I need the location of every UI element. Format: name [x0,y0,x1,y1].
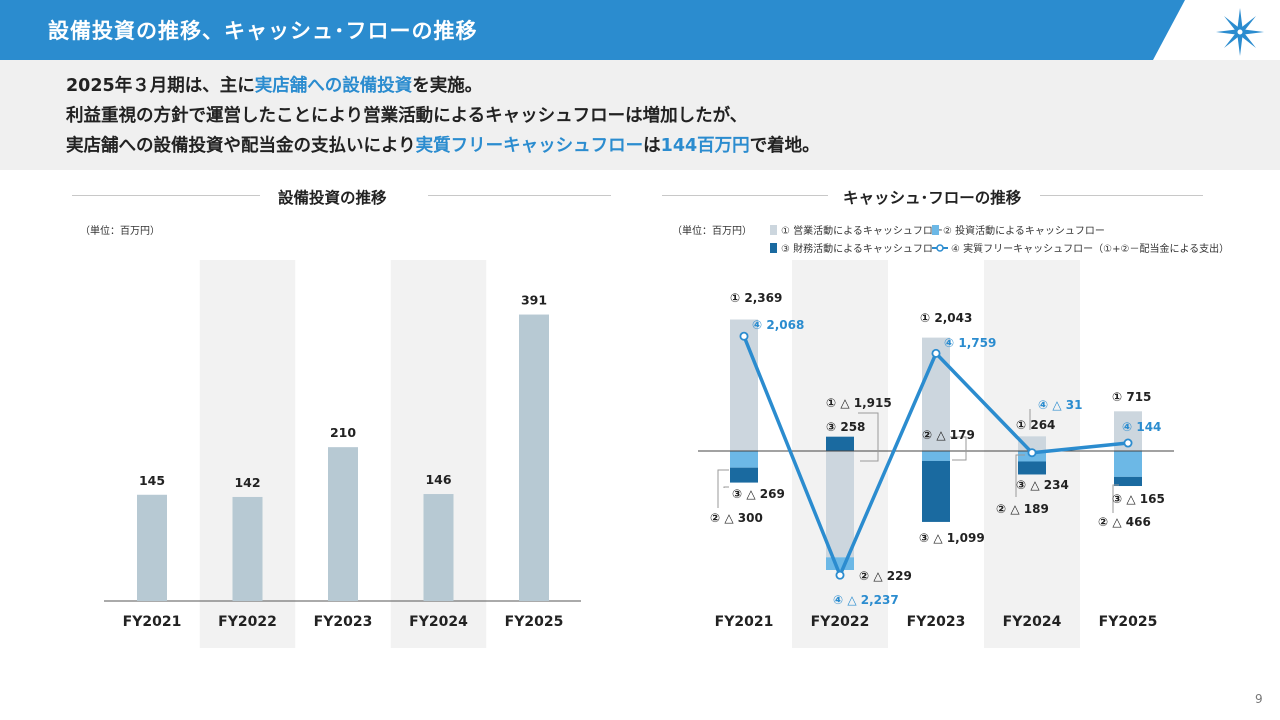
summary-text: 利益重視の方針で運営したことにより営業活動によるキャッシュフローは増加したが、 [66,106,748,126]
data-label: ③ △ 1,099 [919,531,985,545]
right-section-rule-left [662,195,828,196]
left-unit-label: （単位：百万円） [80,226,160,237]
summary-text: 実店舗への設備投資や配当金の支払いにより [66,136,416,156]
page-title: 設備投資の推移、キャッシュ･フローの推移 [48,19,478,43]
data-label: ② △ 466 [1098,515,1151,529]
legend-swatch-operating [770,225,777,235]
summary-text: で着地。 [749,136,820,156]
bar [232,496,263,601]
left-section-rule-right [428,195,611,196]
leader-line [858,412,879,462]
data-label: 391 [521,293,547,308]
data-label: ③ △ 234 [1016,478,1069,492]
right-section-title: キャッシュ･フローの推移 [843,189,1022,207]
summary-text: 2025年３月期は、主に [66,76,255,96]
fcf-point [835,570,845,580]
x-tick-label: FY2022 [811,614,870,630]
legend-item-real-fcf: ④ 実質フリーキャッシュフロー（①+②－配当金による支出） [932,240,1229,255]
left-section-rule-left [72,195,260,196]
bar-financing [1018,461,1046,475]
x-tick-label: FY2021 [715,614,774,630]
summary-highlight: 144百万円 [660,136,750,156]
data-label: 146 [425,472,451,487]
data-label: 142 [234,475,260,490]
data-label: ② △ 300 [710,511,763,525]
summary-panel: 2025年３月期は、主に実店舗への設備投資を実施。 利益重視の方針で運営したこと… [0,60,1280,170]
fcf-data-label: ④ △ 31 [1038,398,1082,412]
bar-financing [730,467,758,483]
x-tick-label: FY2023 [907,614,966,630]
summary-line-2: 利益重視の方針で運営したことにより営業活動によるキャッシュフローは増加したが、 [66,102,747,127]
right-unit-label: （単位：百万円） [672,226,752,237]
bar-financing [922,460,950,522]
x-tick-label: FY2024 [1003,614,1062,630]
bar-operating [730,319,758,451]
data-label: ③ 258 [826,420,865,434]
fcf-data-label: ④ △ 2,237 [833,593,899,607]
fcf-point [1027,448,1037,458]
bar-investing [730,451,758,468]
legend-swatch-investing [932,225,939,235]
bar [519,314,549,601]
fcf-data-label: ④ 1,759 [944,336,996,350]
bar-investing [1114,451,1142,477]
bar-operating [826,451,854,558]
title-bar [0,0,1185,60]
data-label: 145 [139,473,165,488]
summary-line-3: 実店舗への設備投資や配当金の支払いにより実質フリーキャッシュフローは144百万円… [66,132,820,157]
data-label: ③ △ 269 [732,487,785,501]
left-section-title: 設備投資の推移 [278,189,387,207]
summary-text: を実施。 [412,76,483,96]
x-tick-label: FY2023 [314,614,373,630]
legend-swatch-financing [770,243,777,253]
fcf-data-label: ④ 2,068 [752,318,804,332]
x-tick-label: FY2021 [123,614,182,630]
data-label: ② △ 179 [922,428,975,442]
data-label: ② △ 229 [859,569,912,583]
summary-line-1: 2025年３月期は、主に実店舗への設備投資を実施。 [66,72,482,97]
x-tick-label: FY2025 [1099,614,1158,630]
leader-line [950,436,967,461]
capex-chart: 145 FY2021 142 FY2022 210 FY2023 146 FY2024 391 F… [104,260,581,648]
x-tick-label: FY2022 [218,614,277,630]
page-number: 9 [1255,692,1263,706]
bar [328,447,358,601]
legend-line-marker-icon [932,244,948,252]
data-label: ② △ 189 [996,502,1049,516]
data-label: ① 2,043 [920,311,972,325]
fcf-point [931,348,941,358]
data-label: ① 264 [1016,418,1055,432]
legend-item-financing: ③ 財務活動によるキャッシュフロー [770,240,943,255]
data-label: ① 715 [1112,390,1151,404]
bar [137,494,167,601]
leader-line [1015,454,1025,497]
bar-investing [826,557,854,570]
legend-item-investing: ② 投資活動によるキャッシュフロー [932,222,1105,237]
x-tick-label: FY2024 [409,614,468,630]
bar-financing [826,436,854,451]
cashflow-chart: ① 2,369 ④ 2,068 ③ △ 269 ② △ 300 ① △ 1,915 ③ 2… [698,260,1174,648]
summary-highlight: 実店舗への設備投資 [254,76,413,96]
leader-line [717,469,729,508]
bar [423,494,454,601]
legend-item-operating: ① 営業活動によるキャッシュフロー [770,222,943,237]
x-tick-label: FY2025 [505,614,564,630]
data-label: ① 2,369 [730,291,782,305]
fcf-point [739,331,749,341]
summary-text: は [643,136,661,156]
leader-line [723,486,729,488]
fcf-point [1123,438,1133,448]
data-label: ③ △ 165 [1112,492,1165,506]
bar-investing [922,451,950,461]
star-logo-icon [1216,8,1264,56]
summary-highlight: 実質フリーキャッシュフロー [415,136,644,156]
bar-financing [1114,476,1142,487]
data-label: 210 [330,425,356,440]
leader-line [1112,484,1119,513]
fcf-data-label: ④ 144 [1122,420,1161,434]
right-section-rule-right [1040,195,1203,196]
data-label: ① △ 1,915 [826,396,892,410]
